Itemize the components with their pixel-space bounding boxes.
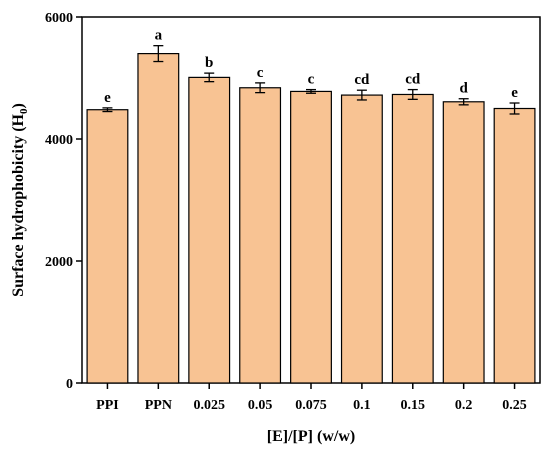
x-tick-label: PPN — [145, 398, 172, 413]
bar — [239, 87, 282, 384]
y-tick-label: 0 — [66, 377, 73, 392]
bar-series: e a b c c cd cd d e — [86, 28, 536, 384]
y-tick-label: 6000 — [45, 11, 73, 26]
y-axis-title-close: ) — [10, 103, 27, 108]
y-axis-title: Surface hydrophobicity (H0) — [10, 103, 30, 297]
x-tick-label: 0.075 — [295, 398, 327, 413]
bar — [340, 94, 383, 384]
x-axis-title: [E]/[P] (w/w) — [267, 428, 355, 445]
significance-label: d — [459, 81, 468, 97]
bar — [290, 90, 332, 384]
x-tick-label: 0.15 — [401, 398, 426, 413]
bar — [391, 93, 434, 384]
x-tick-label: 0.2 — [455, 398, 473, 413]
significance-label: b — [205, 55, 213, 71]
y-tick-label: 4000 — [45, 133, 73, 148]
significance-label: cd — [405, 72, 421, 88]
significance-label: c — [308, 72, 315, 88]
significance-label: c — [257, 65, 264, 81]
bar — [188, 76, 231, 384]
x-tick-label: 0.05 — [248, 398, 273, 413]
bar — [86, 109, 129, 384]
x-tick-label: 0.1 — [353, 398, 371, 413]
y-axis-title-main: Surface hydrophobicity (H — [10, 113, 27, 296]
bar — [442, 101, 485, 384]
x-tick-label: PPI — [96, 398, 119, 413]
x-tick-label: 0.025 — [193, 398, 225, 413]
y-tick-label: 2000 — [45, 255, 73, 270]
significance-label: cd — [354, 72, 370, 88]
y-axis: 0 2000 4000 6000 — [45, 11, 82, 392]
bar — [137, 52, 180, 384]
y-axis-title-subscript: 0 — [18, 108, 30, 114]
significance-label: e — [104, 90, 111, 106]
significance-label: e — [511, 85, 518, 101]
significance-label: a — [155, 28, 163, 44]
bar — [493, 107, 536, 384]
x-tick-label: 0.25 — [502, 398, 527, 413]
x-axis: PPI PPN 0.025 0.05 0.075 0.1 0.15 0.2 0.25 — [96, 383, 527, 413]
